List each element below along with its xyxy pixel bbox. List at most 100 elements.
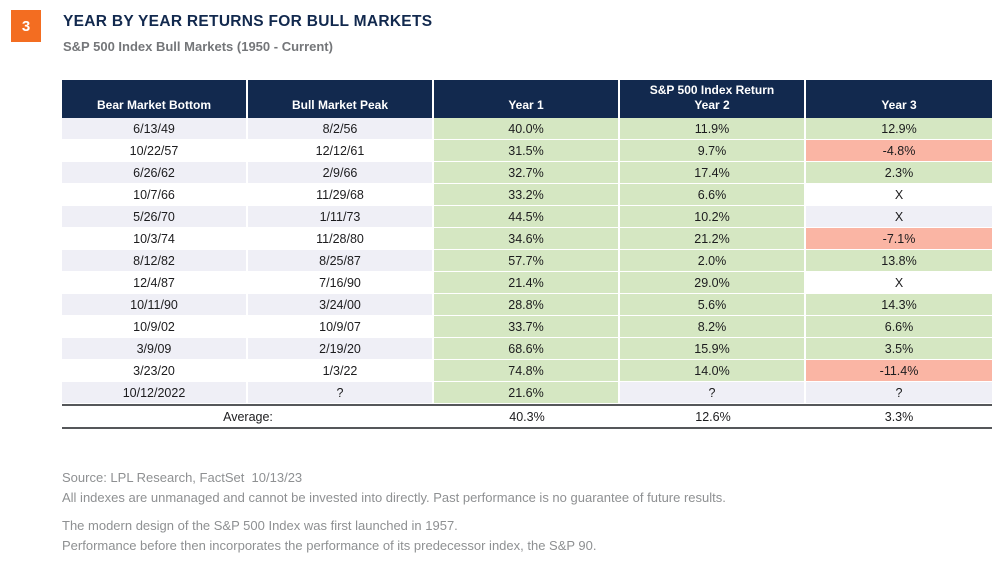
cell-year-1-return: 28.8% [434, 294, 620, 316]
cell-year-2-return: 9.7% [620, 140, 806, 162]
cell-year-1-return: 57.7% [434, 250, 620, 272]
average-label: Average: [223, 409, 273, 424]
average-year-2: 12.6% [695, 409, 731, 424]
table-row: 10/22/57 12/12/61 31.5% 9.7% -4.8% [62, 140, 992, 162]
cell-bear-market-bottom: 3/23/20 [62, 360, 248, 382]
cell-bear-market-bottom: 12/4/87 [62, 272, 248, 294]
cell-year-3-return: 14.3% [806, 294, 992, 316]
table-row: 3/23/20 1/3/22 74.8% 14.0% -11.4% [62, 360, 992, 382]
bull-markets-returns-table: Bear Market Bottom Bull Market Peak Year 1… [62, 80, 992, 429]
table-row: 3/9/09 2/19/20 68.6% 15.9% 3.5% [62, 338, 992, 360]
cell-year-2-return: 2.0% [620, 250, 806, 272]
cell-year-2-return: 10.2% [620, 206, 806, 228]
column-header-year-3: Year 3 [806, 80, 992, 118]
table-header-row: Bear Market Bottom Bull Market Peak Year 1… [62, 80, 992, 118]
cell-year-1-return: 21.6% [434, 382, 620, 404]
cell-bull-market-peak: 10/9/07 [248, 316, 434, 338]
cell-year-3-return: X [806, 184, 992, 206]
footer-group-2: The modern design of the S&P 500 Index w… [62, 516, 972, 556]
cell-year-3-return: 6.6% [806, 316, 992, 338]
cell-bear-market-bottom: 8/12/82 [62, 250, 248, 272]
cell-year-1-return: 33.2% [434, 184, 620, 206]
cell-year-1-return: 33.7% [434, 316, 620, 338]
cell-bear-market-bottom: 10/9/02 [62, 316, 248, 338]
cell-bear-market-bottom: 10/7/66 [62, 184, 248, 206]
cell-year-1-return: 68.6% [434, 338, 620, 360]
average-year-3: 3.3% [884, 409, 914, 424]
cell-bull-market-peak: 1/11/73 [248, 206, 434, 228]
source-notes: Source: LPL Research, FactSet 10/13/23 A… [62, 468, 972, 557]
cell-bull-market-peak: 11/28/80 [248, 228, 434, 250]
cell-year-1-return: 31.5% [434, 140, 620, 162]
table-row: 5/26/70 1/11/73 44.5% 10.2% X [62, 206, 992, 228]
cell-year-2-return: 17.4% [620, 162, 806, 184]
cell-year-1-return: 21.4% [434, 272, 620, 294]
cell-year-3-return: -4.8% [806, 140, 992, 162]
disclaimer-line: All indexes are unmanaged and cannot be … [62, 490, 726, 506]
column-header-bull-market-peak: Bull Market Peak [248, 80, 434, 118]
cell-bear-market-bottom: 3/9/09 [62, 338, 248, 360]
cell-year-1-return: 40.0% [434, 118, 620, 140]
table-row: 10/9/02 10/9/07 33.7% 8.2% 6.6% [62, 316, 992, 338]
cell-bear-market-bottom: 5/26/70 [62, 206, 248, 228]
cell-bull-market-peak: 1/3/22 [248, 360, 434, 382]
cell-bull-market-peak: 11/29/68 [248, 184, 434, 206]
title-block: YEAR BY YEAR RETURNS FOR BULL MARKETS S&… [63, 13, 432, 54]
table-row: 10/12/2022? 21.6%?? [62, 382, 992, 404]
cell-bear-market-bottom: 6/13/49 [62, 118, 248, 140]
cell-bear-market-bottom: 10/12/2022 [62, 382, 248, 404]
table-row: 8/12/82 8/25/87 57.7% 2.0% 13.8% [62, 250, 992, 272]
table-row: 6/13/49 8/2/56 40.0% 11.9% 12.9% [62, 118, 992, 140]
cell-year-1-return: 32.7% [434, 162, 620, 184]
source-line: Source: LPL Research, FactSet 10/13/23 [62, 470, 303, 485]
cell-year-3-return: -11.4% [806, 360, 992, 382]
cell-year-2-return: 11.9% [620, 118, 806, 140]
cell-year-1-return: 74.8% [434, 360, 620, 382]
cell-bull-market-peak: 7/16/90 [248, 272, 434, 294]
cell-year-2-return: 6.6% [620, 184, 806, 206]
column-header-s-p-500-index-return-year-2: S&P 500 Index Return Year 2 [620, 80, 806, 118]
average-year-1: 40.3% [509, 409, 545, 424]
cell-bull-market-peak: 2/9/66 [248, 162, 434, 184]
cell-year-1-return: 44.5% [434, 206, 620, 228]
cell-bear-market-bottom: 10/22/57 [62, 140, 248, 162]
note-line-1: The modern design of the S&P 500 Index w… [62, 518, 458, 534]
cell-year-2-return: 5.6% [620, 294, 806, 316]
cell-year-3-return: 3.5% [806, 338, 992, 360]
cell-year-2-return: 8.2% [620, 316, 806, 338]
cell-year-2-return: 29.0% [620, 272, 806, 294]
cell-year-3-return: X [806, 206, 992, 228]
cell-bull-market-peak: 12/12/61 [248, 140, 434, 162]
note-line-2: Performance before then incorporates the… [62, 538, 597, 554]
cell-year-3-return: X [806, 272, 992, 294]
table-row: 10/11/90 3/24/00 28.8% 5.6% 14.3% [62, 294, 992, 316]
cell-year-2-return: ? [620, 382, 806, 404]
cell-bull-market-peak: 3/24/00 [248, 294, 434, 316]
cell-year-2-return: 14.0% [620, 360, 806, 382]
cell-bull-market-peak: ? [248, 382, 434, 404]
cell-bull-market-peak: 8/25/87 [248, 250, 434, 272]
cell-bear-market-bottom: 10/3/74 [62, 228, 248, 250]
cell-year-3-return: 2.3% [806, 162, 992, 184]
column-header-bear-market-bottom: Bear Market Bottom [62, 80, 248, 118]
table-row: 10/3/74 11/28/80 34.6% 21.2% -7.1% [62, 228, 992, 250]
figure-number-badge: 3 [11, 10, 41, 42]
average-row: Average: 40.3% 12.6% 3.3% [62, 404, 992, 429]
footer-group-1: Source: LPL Research, FactSet 10/13/23 A… [62, 468, 972, 508]
cell-year-1-return: 34.6% [434, 228, 620, 250]
cell-year-2-return: 15.9% [620, 338, 806, 360]
cell-year-3-return: ? [806, 382, 992, 404]
cell-year-2-return: 21.2% [620, 228, 806, 250]
table-body: 6/13/49 8/2/56 40.0% 11.9% 12.9% 10/22/57 12/1… [62, 118, 992, 404]
table-row: 6/26/62 2/9/66 32.7% 17.4% 2.3% [62, 162, 992, 184]
cell-bear-market-bottom: 6/26/62 [62, 162, 248, 184]
column-header-year-1: Year 1 [434, 80, 620, 118]
figure-subtitle: S&P 500 Index Bull Markets (1950 - Curre… [63, 39, 333, 54]
figure-title: YEAR BY YEAR RETURNS FOR BULL MARKETS [63, 13, 433, 30]
table-row: 10/7/66 11/29/68 33.2% 6.6% X [62, 184, 992, 206]
cell-bull-market-peak: 8/2/56 [248, 118, 434, 140]
cell-year-3-return: 12.9% [806, 118, 992, 140]
cell-bull-market-peak: 2/19/20 [248, 338, 434, 360]
cell-year-3-return: -7.1% [806, 228, 992, 250]
